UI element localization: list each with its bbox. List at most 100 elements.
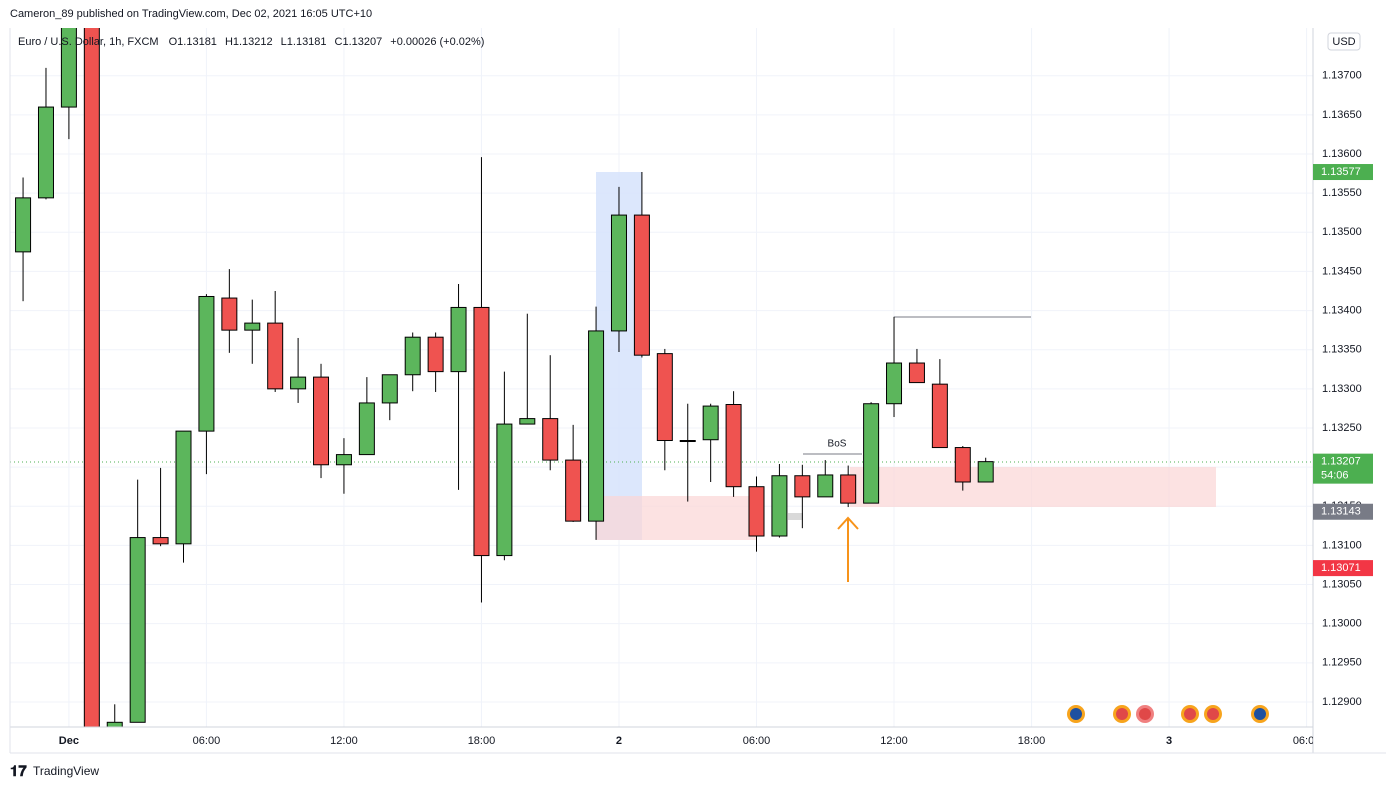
- y-tick-label: 1.13050: [1322, 578, 1362, 590]
- events: [1067, 705, 1269, 723]
- y-tick-label: 1.12900: [1322, 696, 1362, 708]
- price-label-box: [1313, 453, 1373, 484]
- candle-body: [954, 447, 971, 483]
- candle-body: [198, 295, 215, 432]
- candle-body: [519, 418, 536, 425]
- candle-body: [610, 214, 627, 332]
- candle-body: [977, 461, 994, 483]
- candle-body: [748, 486, 765, 537]
- x-tick-label: 18:00: [468, 735, 496, 747]
- axes: Dec 06:00 12:00 18:00 2 06:00 12:00 18:00 3 06:00…: [59, 70, 1373, 747]
- ohlc-value: +0.00026 (+0.02%): [390, 36, 484, 48]
- candle-body: [702, 405, 719, 441]
- price-label: 1.13577: [1321, 166, 1361, 178]
- publisher: Cameron_89 published on TradingView.com,…: [10, 8, 372, 20]
- candle-body: [83, 28, 100, 727]
- x-tick-label: 18:00: [1018, 735, 1046, 747]
- x-tick-label: Dec: [59, 735, 79, 747]
- candle-body: [588, 330, 605, 522]
- candle-body: [450, 306, 467, 373]
- x-axis: Dec 06:00 12:00 18:00 2 06:00 12:00 18:00 3 06:00: [59, 735, 1321, 747]
- y-tick-label: 1.13350: [1322, 344, 1362, 356]
- candle-body: [175, 430, 192, 545]
- currency-box: [1327, 32, 1361, 51]
- ohlc-value: H1.13212: [225, 36, 273, 48]
- candle-body: [794, 475, 811, 498]
- price-label-box: [1313, 560, 1373, 577]
- candle-body: [817, 474, 834, 498]
- candle-body: [244, 322, 261, 331]
- candle-body: [404, 336, 421, 376]
- order-block: [596, 496, 757, 540]
- candle-body: [267, 322, 284, 390]
- price-label-box: [1313, 164, 1373, 181]
- event-icon: [1207, 708, 1219, 720]
- candle-body: [771, 475, 788, 537]
- candle-body: [221, 297, 238, 331]
- candle-body: [886, 362, 903, 405]
- x-tick-label: 06:00: [1293, 735, 1321, 747]
- y-tick-label: 1.13700: [1322, 70, 1362, 82]
- event-icon: [1184, 708, 1196, 720]
- candle-body: [37, 106, 54, 199]
- y-tick-label: 1.13450: [1322, 265, 1362, 277]
- candle-body: [565, 459, 582, 522]
- event-icon: [1116, 708, 1128, 720]
- x-tick-label: 12:00: [330, 735, 358, 747]
- annotation: BoS: [828, 439, 847, 450]
- ohlc-value: C1.13207: [335, 36, 383, 48]
- candle-body: [931, 383, 948, 449]
- y-tick-label: 1.13500: [1322, 226, 1362, 238]
- y-tick-label: 1.13600: [1322, 148, 1362, 160]
- price-label-box: [1313, 503, 1373, 520]
- event-icon: [1139, 708, 1151, 720]
- brand: TradingView: [33, 764, 99, 778]
- y-tick-label: 1.13100: [1322, 539, 1362, 551]
- y-tick-label: 1.13250: [1322, 422, 1362, 434]
- ohlc-value: O1.13181: [169, 36, 217, 48]
- price-axis: [1313, 28, 1386, 753]
- candle-body: [60, 28, 77, 108]
- candle-body: [542, 418, 559, 461]
- candle-body: [427, 336, 444, 373]
- candle-body: [908, 362, 925, 384]
- order-block: [850, 467, 1216, 507]
- candle-body: [313, 376, 330, 466]
- y-tick-label: 1.13550: [1322, 187, 1362, 199]
- candle-body: [633, 214, 650, 356]
- candles: [15, 28, 994, 727]
- candle-body: [129, 537, 146, 723]
- arrow-head: [837, 516, 859, 530]
- candle-body: [863, 403, 880, 504]
- candle-body: [725, 404, 742, 488]
- y-tick-label: 1.13650: [1322, 109, 1362, 121]
- candle-body: [656, 353, 673, 442]
- y-tick-label: 1.12950: [1322, 657, 1362, 669]
- currency: USD: [1332, 36, 1355, 48]
- logo: 𝟏𝟕: [10, 763, 27, 780]
- symbol: Euro / U.S. Dollar, 1h, FXCM: [18, 36, 159, 48]
- x-tick-label: 06:00: [743, 735, 771, 747]
- y-tick-label: 1.13300: [1322, 383, 1362, 395]
- candle-body: [679, 440, 696, 443]
- y-tick-label: 1.13000: [1322, 618, 1362, 630]
- event-icon: [1070, 708, 1082, 720]
- candle-body: [358, 402, 375, 456]
- price-label: 1.13071: [1321, 562, 1361, 574]
- candle-body: [840, 474, 857, 504]
- event-icon: [1254, 708, 1266, 720]
- candle-body: [290, 376, 307, 390]
- candle-body: [152, 537, 169, 545]
- candle-body: [15, 197, 32, 253]
- candle-body: [473, 306, 490, 557]
- gap-box: [788, 513, 803, 520]
- y-tick-label: 1.13400: [1322, 304, 1362, 316]
- candle-body: [381, 374, 398, 404]
- candle-body: [106, 721, 123, 727]
- countdown: 54:06: [1321, 470, 1349, 482]
- x-tick-label: 06:00: [193, 735, 221, 747]
- x-tick-label: 3: [1166, 735, 1172, 747]
- candle-body: [496, 423, 513, 557]
